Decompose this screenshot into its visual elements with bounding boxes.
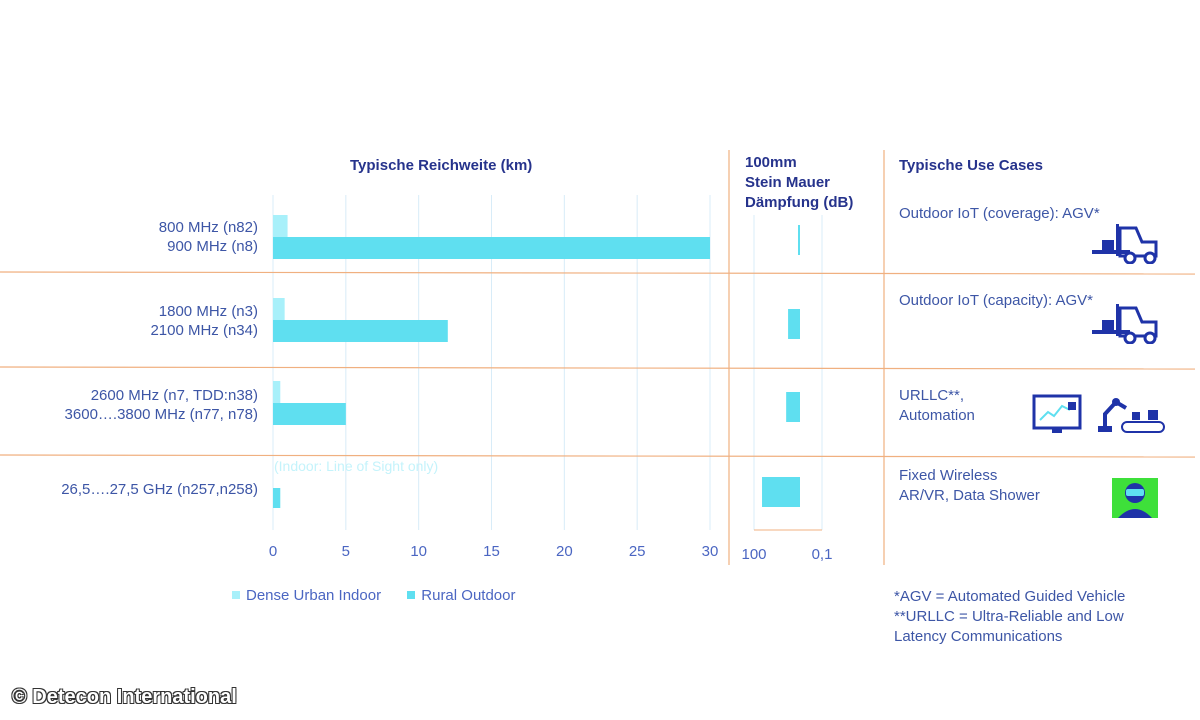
legend-swatch-rural [407,591,416,599]
use-case-3: URLLC**, Automation [899,387,975,424]
use-cases-title: Typische Use Cases [899,157,1043,174]
x-tick-label: 0 [269,543,277,560]
x-tick-label: 30 [702,543,719,560]
attenuation-bar [786,392,800,422]
row-separators [0,150,1196,565]
row-separator [0,366,1196,370]
row-separator [0,271,1196,275]
attenuation-chart-title: 100mm Stein Mauer Dämpfung (dB) [745,154,854,211]
use-case-2: Outdoor IoT (capacity): AGV* [899,292,1093,309]
x-tick-label: 20 [556,543,573,560]
bar-dense-urban [273,215,288,237]
copyright: © Detecon International [12,686,237,708]
bar-rural-outdoor [273,488,281,508]
attenuation-bars [762,225,800,507]
bar-rural-outdoor [273,320,448,342]
bar-dense-urban [273,298,285,320]
attenuation-bar [798,225,800,255]
band-label-4: 26,5….27,5 GHz (n257,n258) [61,481,258,498]
range-chart-title: Typische Reichweite (km) [350,157,533,174]
indoor-annotation: (Indoor: Line of Sight only) [274,458,438,474]
robot-arm-icon [1098,398,1165,433]
bar-rural-outdoor [273,403,346,425]
monitor-icon [1032,394,1082,433]
legend-item-rural: Rural Outdoor [407,587,515,604]
band-label-3: 2600 MHz (n7, TDD:n38) 3600….3800 MHz (n7… [64,387,258,423]
x-tick-label: 15 [483,543,500,560]
legend-swatch-urban [232,591,240,599]
attenuation-bar [788,309,800,339]
band-label-2: 1800 MHz (n3) 2100 MHz (n34) [150,303,258,339]
row-separator [0,454,1196,458]
use-case-4: Fixed Wireless AR/VR, Data Shower [899,467,1040,504]
legend: Dense Urban Indoor Rural Outdoor [232,587,515,604]
footnotes: *AGV = Automated Guided Vehicle **URLLC … [894,588,1126,645]
bar-dense-urban [273,381,281,403]
forklift-icon [1092,304,1158,344]
attenuation-bar [762,477,800,507]
legend-item-urban: Dense Urban Indoor [232,587,381,604]
band-label-1: 800 MHz (n82) 900 MHz (n8) [158,219,258,255]
use-case-1: Outdoor IoT (coverage): AGV* [899,205,1100,222]
bar-rural-outdoor [273,237,710,259]
x-tick-label: 25 [629,543,646,560]
range-x-ticks: 0 5 10 15 20 25 30 100 0,1 [269,543,833,563]
vr-headset-person-icon [1112,478,1158,518]
x-tick-label: 10 [410,543,427,560]
range-bars [273,215,710,508]
att-tick-label: 0,1 [812,546,833,563]
forklift-icon [1092,224,1158,264]
x-tick-label: 5 [342,543,350,560]
att-tick-label: 100 [741,546,766,563]
